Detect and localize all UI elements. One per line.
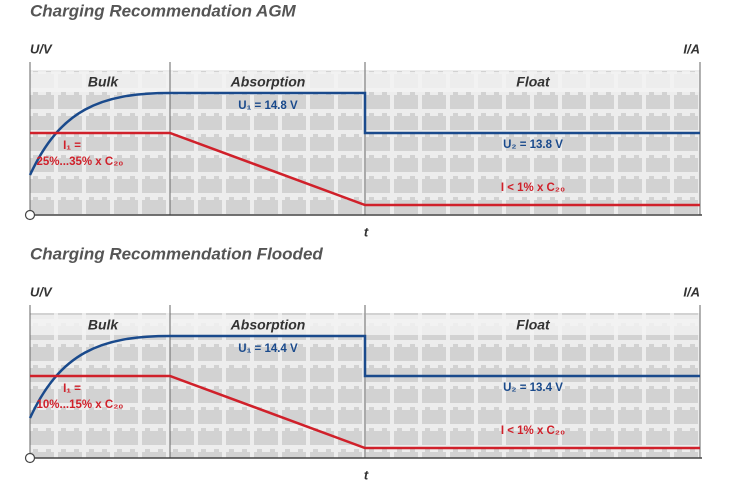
y-axis-label: U/V [30,284,53,299]
float-current-label: I < 1% x C₂₀ [501,425,565,437]
panel-title: Charging Recommendation AGM [30,1,297,20]
i1-label: I₁ = [63,383,81,395]
phase-label: Float [516,74,551,90]
x-axis-label: t [364,467,369,482]
i1-label: 10%...15% x C₂₀ [36,399,123,411]
voltage-curve [28,334,700,419]
u1-label: U₁ = 14.4 V [238,343,298,355]
phase-label: Bulk [88,317,120,333]
origin [24,209,36,221]
phase-label: Float [516,317,551,333]
current-curve [30,131,700,207]
u2-label: U₂ = 13.8 V [503,139,563,151]
origin [24,452,36,464]
phase-label: Absorption [230,74,306,90]
y2-axis-label: I/A [683,284,700,299]
phase-label: Bulk [88,74,120,90]
x-axis-label: t [364,224,369,239]
i1-label: I₁ = [63,140,81,152]
float-current-label: I < 1% x C₂₀ [501,182,565,194]
i1-label: 25%...35% x C₂₀ [36,156,123,168]
u1-label: U₁ = 14.8 V [238,100,298,112]
u2-label: U₂ = 13.4 V [503,382,563,394]
voltage-curve [28,91,700,176]
current-curve [30,374,700,450]
y-axis-label: U/V [30,41,53,56]
phase-label: Absorption [230,317,306,333]
y2-axis-label: I/A [683,41,700,56]
panel-title: Charging Recommendation Flooded [30,244,323,263]
